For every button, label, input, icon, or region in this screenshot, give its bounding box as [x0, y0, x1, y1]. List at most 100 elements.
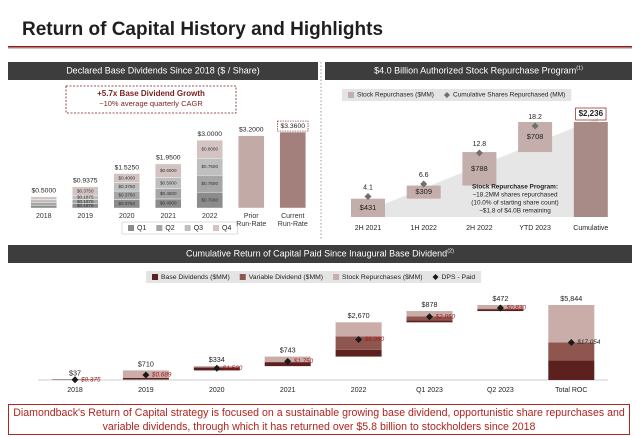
legend-background — [342, 89, 572, 101]
x-tick-label: Prior Run-Rate — [236, 213, 267, 228]
segment-label: $0.1875 — [77, 199, 94, 204]
segment-label: $0.1875 — [77, 203, 94, 208]
total-label: $334 — [209, 355, 225, 364]
bar-segment — [30, 196, 57, 200]
x-tick-label: 2019 — [138, 387, 154, 394]
x-tick-label: 2022 — [351, 387, 367, 394]
legend-marker — [443, 92, 450, 98]
panel-title: Cumulative Return of Capital Paid Since … — [186, 249, 454, 259]
panel-header — [8, 245, 632, 263]
legend-label: Variable Dividend ($MM) — [249, 274, 323, 281]
legend-swatch — [213, 225, 220, 231]
legend-label: Cumulative Shares Repurchased (MM) — [453, 92, 565, 99]
legend: Base Dividends ($MM) Variable Dividend ($… — [146, 271, 482, 283]
x-tick-label: 2021 — [280, 387, 296, 394]
panel-title-text: Declared Base Dividends Since 2018 ($ / … — [66, 66, 260, 76]
segment-label: $0.4000 — [118, 175, 135, 180]
segment-label: $0.8000 — [201, 146, 218, 151]
x-tick-label: 1H 2022 — [410, 225, 437, 232]
total-label: $0.9375 — [73, 178, 98, 185]
x-tick-label: 2019 — [77, 213, 94, 220]
total-label: $878 — [422, 300, 438, 309]
legend: Stock Repurchases ($MM) Cumulative Shares… — [342, 89, 572, 101]
bar-segment — [113, 173, 140, 183]
total-label: $1.5250 — [114, 164, 139, 171]
bar-label: $431 — [360, 203, 377, 212]
total-label: $743 — [280, 345, 296, 354]
marker — [364, 193, 372, 200]
x-tick-label: Q2 2023 — [487, 387, 514, 394]
bar-segment — [279, 131, 306, 209]
x-tick-label: Current Run-Rate — [277, 213, 308, 228]
bar-segment — [30, 204, 57, 209]
bar-segment — [238, 135, 265, 209]
total-label: $3.0000 — [197, 131, 222, 138]
marker — [213, 364, 221, 372]
panel-title-note: (2) — [447, 249, 454, 255]
marker — [426, 313, 433, 321]
bar — [462, 152, 497, 186]
segment-label: $0.7000 — [201, 197, 218, 202]
total-label: $37 — [69, 368, 81, 377]
bar-segment — [335, 349, 382, 357]
bar-segment — [335, 336, 382, 350]
x-tick-label: YTD 2023 — [519, 225, 551, 232]
marker-label: $17.054 — [576, 339, 601, 346]
marker — [531, 122, 539, 130]
annotation-text: (10.0% of starting share count) — [471, 200, 558, 207]
marker-label: 6.6 — [419, 172, 429, 179]
marker-label: $8.960 — [364, 336, 385, 343]
marker — [284, 357, 292, 365]
legend-swatch — [333, 274, 340, 280]
annotation-box — [65, 85, 237, 114]
annotation-text: ~18.2MM shares repurchased — [472, 192, 558, 199]
marker-label: $1.750 — [293, 358, 314, 365]
x-tick-label: Total ROC — [555, 387, 587, 394]
total-label: $710 — [138, 359, 154, 368]
segment-label: $0.3750 — [77, 188, 94, 193]
segment-label: $0.1875 — [77, 195, 94, 200]
legend-swatch — [152, 274, 158, 280]
slide-title: Return of Capital History and Highlights — [22, 19, 383, 40]
bar-segment — [30, 202, 57, 206]
total-label: $3.3600 — [280, 123, 305, 130]
total-highlight — [277, 120, 309, 132]
segment-label: $0.7500 — [201, 181, 218, 186]
panel-title-text: $4.0 Billion Authorized Stock Repurchase… — [374, 66, 576, 76]
panel-title-note: (1) — [576, 66, 583, 72]
marker — [496, 304, 504, 312]
marker-label: $0.830 — [505, 305, 526, 312]
legend-label: Q3 — [194, 225, 203, 232]
bar — [351, 198, 385, 217]
legend-label: Q2 — [165, 225, 174, 232]
x-tick-label: 2H 2022 — [466, 225, 493, 232]
marker — [475, 149, 483, 157]
annotation-text: Stock Repurchase Program: — [472, 184, 558, 191]
marker-label: $0.689 — [151, 372, 172, 379]
marker-label: 4.1 — [363, 184, 373, 191]
marker-label: $1.500 — [222, 365, 243, 372]
legend-marker — [432, 274, 439, 280]
bar — [573, 122, 608, 217]
bar-segment — [548, 305, 595, 343]
total-label: $1.9500 — [156, 155, 181, 162]
marker — [71, 376, 79, 384]
marker-label: 12.8 — [473, 141, 487, 148]
marker — [142, 371, 150, 379]
segment-label: $0.3750 — [118, 201, 135, 206]
bar-segment — [122, 377, 169, 380]
bar-segment — [196, 139, 223, 159]
bar-label: $309 — [415, 187, 432, 196]
marker — [420, 180, 428, 188]
title-rule — [8, 46, 632, 48]
bar-label-box — [575, 107, 607, 121]
panel-header — [325, 62, 632, 80]
annotation-text: +5.7x Base Dividend Growth — [97, 89, 205, 98]
legend-swatch — [348, 92, 354, 98]
segment-label: $0.4000 — [160, 201, 177, 206]
bar-segment — [406, 320, 453, 323]
total-label: $5,844 — [560, 294, 582, 303]
title-rule-shadow — [8, 48, 632, 49]
annotation-text: ~$1.8 of $4.0B remaining — [479, 208, 551, 215]
